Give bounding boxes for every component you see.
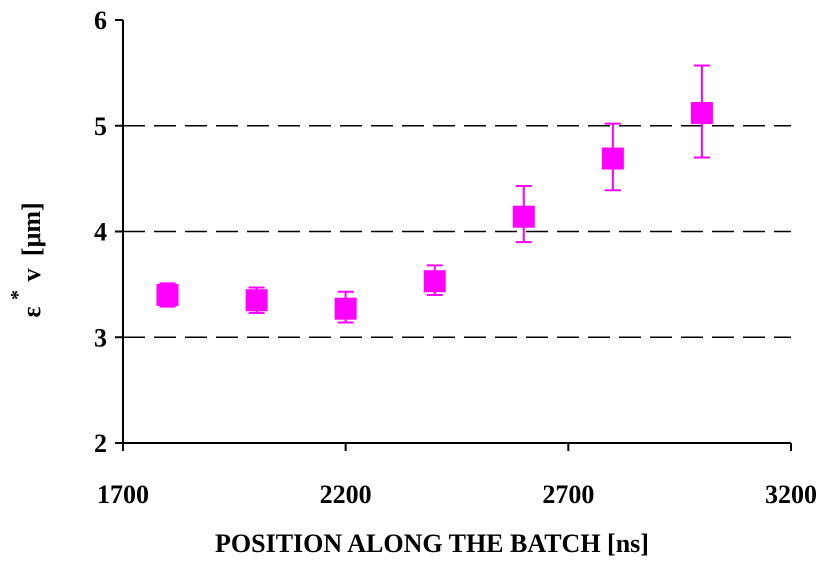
x-axis-title: POSITION ALONG THE BATCH [ns] — [215, 529, 649, 558]
y-tick-label: 6 — [94, 6, 107, 35]
data-points — [156, 64, 713, 324]
square-marker — [245, 289, 268, 312]
y-tick-label: 2 — [94, 429, 107, 458]
y-ticks: 2 3 4 5 6 — [94, 6, 123, 458]
x-tick-label: 3200 — [765, 480, 817, 509]
svg-text:ε * v [μm]: ε * v [μm] — [1, 202, 46, 317]
square-marker — [601, 147, 624, 170]
y-axis-title-base: ε — [17, 307, 46, 318]
data-point — [245, 286, 268, 314]
data-point — [423, 264, 446, 296]
x-tick-label: 1700 — [97, 480, 149, 509]
x-tick-label: 2700 — [542, 480, 594, 509]
square-marker — [423, 270, 446, 293]
square-marker — [156, 283, 179, 306]
y-axis-title: ε * v [μm] — [1, 202, 46, 317]
square-marker — [334, 297, 357, 320]
data-point — [156, 282, 179, 308]
x-tick-label: 2200 — [320, 480, 372, 509]
data-point — [601, 122, 624, 192]
x-ticks: 1700 2200 2700 3200 — [97, 443, 817, 509]
y-tick-label: 4 — [94, 218, 107, 247]
y-tick-label: 3 — [94, 323, 107, 352]
gridlines — [123, 125, 791, 338]
data-point — [512, 185, 535, 244]
square-marker — [690, 102, 713, 125]
square-marker — [512, 205, 535, 228]
y-axis-title-subscript: v — [17, 269, 46, 282]
y-axis-title-superscript: * — [7, 290, 29, 300]
data-point — [690, 64, 713, 159]
y-axis-title-unit: [μm] — [17, 202, 46, 256]
y-tick-label: 5 — [94, 112, 107, 141]
data-point — [334, 290, 357, 324]
